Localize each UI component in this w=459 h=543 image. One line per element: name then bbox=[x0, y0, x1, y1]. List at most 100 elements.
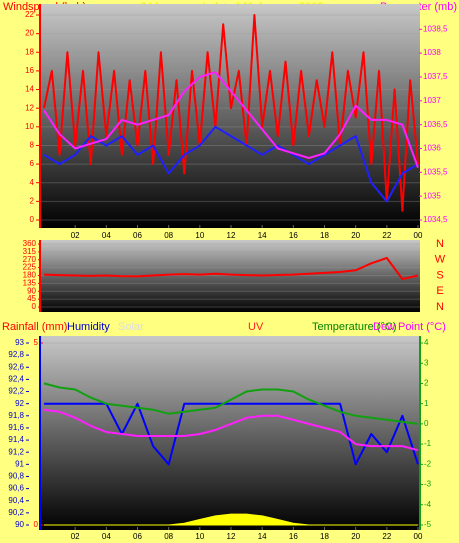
x-tick-label: 06 bbox=[133, 532, 142, 541]
y-tick-label: 2 bbox=[30, 196, 35, 205]
compass-label: S bbox=[436, 269, 443, 281]
x-tick-label: 10 bbox=[195, 532, 204, 541]
y-tick-label: 45 bbox=[27, 294, 36, 303]
x-tick-label: 22 bbox=[382, 231, 391, 240]
x-tick-label: 08 bbox=[164, 231, 173, 240]
y2-tick-label: 1 bbox=[424, 399, 429, 408]
x-tick-label: 02 bbox=[71, 532, 80, 541]
y-tick-label: 0 bbox=[34, 520, 39, 529]
y-tick-label: 18 bbox=[25, 47, 34, 56]
y3-tick-label: 91,6 bbox=[8, 423, 24, 432]
y2-tick-label: -4 bbox=[424, 500, 432, 509]
y3-tick-label: 90,4 bbox=[8, 496, 24, 505]
y3-tick-label: 92 bbox=[15, 399, 24, 408]
y2-tick-label: -3 bbox=[424, 480, 432, 489]
y3-tick-label: 92,2 bbox=[8, 387, 24, 396]
y-tick-label: 360 bbox=[23, 239, 37, 248]
series-line bbox=[43, 408, 419, 452]
y-tick-label: 5 bbox=[34, 338, 39, 347]
y-tick-label: 315 bbox=[23, 247, 37, 256]
series-header: Humidity bbox=[67, 321, 110, 333]
y2-tick-label: 1038,5 bbox=[423, 24, 448, 33]
y2-tick-label: 1036,5 bbox=[423, 120, 448, 129]
y2-tick-label: 4 bbox=[424, 338, 429, 347]
x-tick-label: 00 bbox=[414, 231, 423, 240]
x-tick-label: 18 bbox=[320, 231, 329, 240]
x-tick-label: 20 bbox=[351, 231, 360, 240]
y3-tick-label: 90,2 bbox=[8, 508, 24, 517]
y-tick-label: 20 bbox=[25, 29, 34, 38]
series-area bbox=[44, 513, 418, 526]
y3-tick-label: 90 bbox=[15, 520, 24, 529]
y3-tick-label: 92,6 bbox=[8, 362, 24, 371]
y-tick-label: 22 bbox=[25, 10, 34, 19]
y2-tick-label: 1037 bbox=[423, 96, 441, 105]
y3-tick-label: 93 bbox=[15, 338, 24, 347]
y2-tick-label: 0 bbox=[424, 419, 429, 428]
y3-tick-label: 91 bbox=[15, 459, 24, 468]
y3-tick-label: 90,8 bbox=[8, 472, 24, 481]
x-tick-label: 04 bbox=[102, 532, 111, 541]
y2-tick-label: 1034,5 bbox=[423, 215, 448, 224]
y-tick-label: 10 bbox=[25, 122, 34, 131]
y3-tick-label: 92,8 bbox=[8, 350, 24, 359]
y-tick-label: 16 bbox=[25, 66, 34, 75]
x-tick-label: 06 bbox=[133, 231, 142, 240]
series-line bbox=[43, 257, 419, 280]
y2-tick-label: -1 bbox=[424, 439, 432, 448]
y-tick-label: 180 bbox=[23, 271, 37, 280]
plot-background bbox=[40, 336, 420, 530]
x-tick-label: 10 bbox=[195, 231, 204, 240]
x-tick-label: 14 bbox=[258, 231, 267, 240]
x-tick-label: 12 bbox=[227, 532, 236, 541]
y2-tick-label: 1036 bbox=[423, 144, 441, 153]
y2-tick-label: 1038 bbox=[423, 48, 441, 57]
y-tick-label: 0 bbox=[32, 302, 37, 311]
y3-tick-label: 90,6 bbox=[8, 484, 24, 493]
x-tick-label: 22 bbox=[382, 532, 391, 541]
y2-tick-label: 3 bbox=[424, 358, 429, 367]
y-tick-label: 225 bbox=[23, 263, 37, 272]
x-tick-label: 16 bbox=[289, 532, 298, 541]
series-header: Rainfall (mm) bbox=[2, 321, 67, 333]
compass-label: N bbox=[436, 301, 444, 313]
x-tick-label: 00 bbox=[414, 532, 423, 541]
y3-tick-label: 91,4 bbox=[8, 435, 24, 444]
series-header: UV bbox=[248, 321, 264, 333]
y2-tick-label: -2 bbox=[424, 459, 432, 468]
x-tick-label: 20 bbox=[351, 532, 360, 541]
x-tick-label: 12 bbox=[227, 231, 236, 240]
y2-tick-label: -5 bbox=[424, 520, 432, 529]
x-tick-label: 04 bbox=[102, 231, 111, 240]
series-line bbox=[43, 125, 419, 203]
compass-label: W bbox=[435, 254, 446, 266]
x-tick-label: 08 bbox=[164, 532, 173, 541]
series-line bbox=[43, 71, 419, 168]
x-tick-label: 18 bbox=[320, 532, 329, 541]
x-tick-label: 16 bbox=[289, 231, 298, 240]
y3-tick-label: 92,4 bbox=[8, 375, 24, 384]
y-tick-label: 4 bbox=[30, 178, 35, 187]
x-tick-label: 14 bbox=[258, 532, 267, 541]
y-tick-label: 8 bbox=[30, 141, 35, 150]
y2-tick-label: 2 bbox=[424, 379, 429, 388]
compass-label: N bbox=[436, 238, 444, 250]
compass-label: E bbox=[436, 285, 443, 297]
plot-background bbox=[40, 4, 420, 228]
x-tick-label: 02 bbox=[71, 231, 80, 240]
y-tick-label: 6 bbox=[30, 159, 35, 168]
series-header: Dew Point (°C) bbox=[373, 321, 446, 333]
series-line bbox=[43, 382, 419, 425]
series-header: Solar bbox=[118, 321, 144, 333]
y2-tick-label: 1035 bbox=[423, 191, 441, 200]
y-tick-label: 135 bbox=[23, 278, 37, 287]
series-line bbox=[43, 14, 419, 212]
series-header: Temperature (°C) bbox=[312, 321, 396, 333]
y-tick-label: 12 bbox=[25, 103, 34, 112]
y-tick-label: 270 bbox=[23, 255, 37, 264]
y2-tick-label: 1037,5 bbox=[423, 72, 448, 81]
y-tick-label: 90 bbox=[27, 286, 36, 295]
y-tick-label: 0 bbox=[30, 215, 35, 224]
y2-tick-label: 1035,5 bbox=[423, 167, 448, 176]
